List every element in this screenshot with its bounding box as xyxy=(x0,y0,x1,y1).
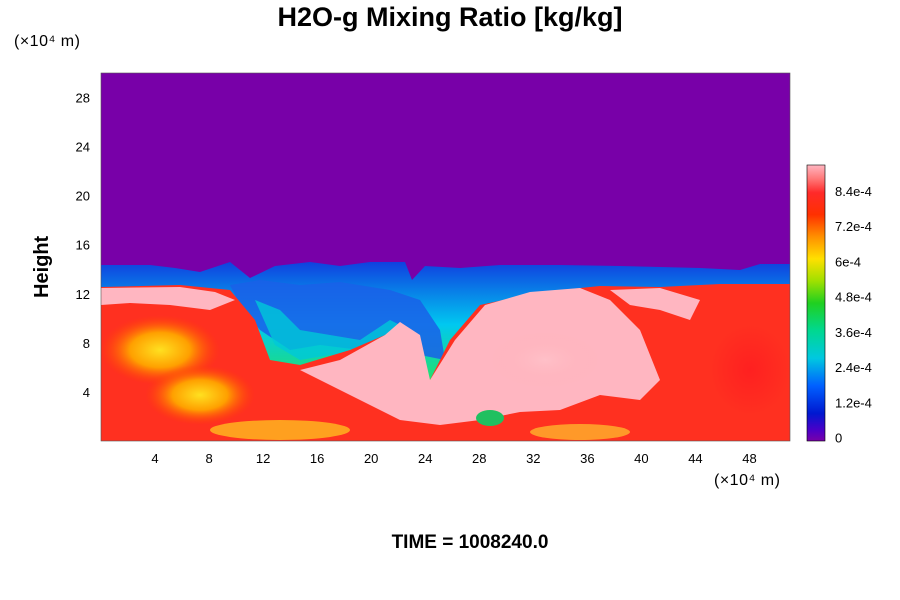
colorbar-ticks: 0 1.2e-4 2.4e-4 3.6e-4 4.8e-4 6e-4 7.2e-4 8.4e-… xyxy=(835,184,872,446)
x-tick-label: 32 xyxy=(526,451,540,466)
y-tick-label: 8 xyxy=(83,336,90,351)
x-tick-label: 8 xyxy=(205,451,212,466)
chart-title: H2O-g Mixing Ratio [kg/kg] xyxy=(277,2,623,32)
x-tick-label: 28 xyxy=(472,451,486,466)
pink-core-right xyxy=(610,288,700,320)
y-axis-ticks: 4 8 12 16 20 24 28 xyxy=(76,91,90,400)
colorbar-tick-label: 8.4e-4 xyxy=(835,184,872,199)
green-eddy xyxy=(476,410,504,426)
colorbar-tick-label: 4.8e-4 xyxy=(835,290,872,305)
x-tick-label: 48 xyxy=(742,451,756,466)
colorbar-tick-label: 7.2e-4 xyxy=(835,219,872,234)
x-tick-label: 16 xyxy=(310,451,324,466)
x-tick-label: 24 xyxy=(418,451,432,466)
colorbar xyxy=(806,164,826,442)
red-eddy-right xyxy=(710,325,790,415)
y-tick-label: 12 xyxy=(76,287,90,302)
x-axis-unit: (×10⁴ m) xyxy=(714,472,781,489)
yellow-surface-band xyxy=(210,420,350,440)
pink-core-left xyxy=(101,287,235,310)
plot-frame xyxy=(100,72,791,442)
y-tick-label: 28 xyxy=(76,91,90,106)
mixing-ratio-field xyxy=(101,73,790,441)
x-tick-label: 44 xyxy=(688,451,702,466)
colorbar-tick-label: 1.2e-4 xyxy=(835,395,872,410)
x-tick-label: 40 xyxy=(634,451,648,466)
pink-eddy-center xyxy=(490,332,600,388)
y-axis-unit: (×10⁴ m) xyxy=(14,33,81,50)
colorbar-tick-label: 0 xyxy=(835,431,842,446)
x-tick-label: 20 xyxy=(364,451,378,466)
x-axis-ticks: 4 8 12 16 20 24 28 32 36 40 44 48 xyxy=(151,451,756,466)
colorbar-tick-label: 3.6e-4 xyxy=(835,325,872,340)
time-annotation: TIME = 1008240.0 xyxy=(391,532,549,553)
yellow-eddy-lower-left xyxy=(145,365,255,425)
y-tick-label: 20 xyxy=(76,189,90,204)
colorbar-tick-label: 6e-4 xyxy=(835,254,861,269)
yellow-surface-band-right xyxy=(530,424,630,440)
colorbar-tick-label: 2.4e-4 xyxy=(835,360,872,375)
x-tick-label: 12 xyxy=(256,451,270,466)
pink-core-center xyxy=(300,288,660,425)
y-tick-label: 16 xyxy=(76,238,90,253)
x-tick-label: 4 xyxy=(151,451,158,466)
y-tick-label: 24 xyxy=(76,140,90,155)
y-tick-label: 4 xyxy=(83,385,90,400)
x-tick-label: 36 xyxy=(580,451,594,466)
